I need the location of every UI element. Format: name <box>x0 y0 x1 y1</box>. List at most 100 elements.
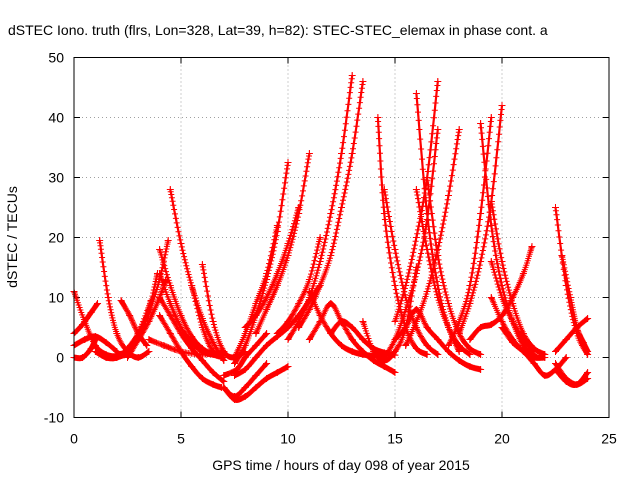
data-point <box>209 381 217 388</box>
data-point <box>295 210 303 217</box>
data-point <box>198 375 206 382</box>
data-point <box>305 336 313 343</box>
data-point <box>252 372 260 379</box>
data-point <box>552 366 559 373</box>
data-point <box>391 282 399 289</box>
data-point <box>348 150 356 157</box>
data-point <box>412 186 420 193</box>
data-point <box>252 342 260 349</box>
y-tick-label: 20 <box>48 230 64 246</box>
data-point <box>584 348 592 355</box>
data-point <box>166 300 174 307</box>
data-point <box>177 240 185 247</box>
data-point <box>81 336 89 343</box>
data-point <box>87 345 95 352</box>
data-point <box>156 270 164 277</box>
data-point <box>273 330 281 337</box>
data-point <box>273 282 281 289</box>
data-point <box>156 246 164 253</box>
data-point <box>566 294 574 301</box>
data-point <box>477 258 485 265</box>
data-point <box>445 324 452 331</box>
data-point <box>263 360 271 367</box>
data-point <box>445 300 452 307</box>
data-point <box>316 258 324 265</box>
data-point <box>252 312 260 319</box>
data-point <box>466 282 474 289</box>
data-point <box>402 282 410 289</box>
series-43 <box>455 102 506 337</box>
data-point <box>220 384 228 391</box>
data-point <box>477 210 485 217</box>
data-point <box>198 351 206 358</box>
data-point <box>359 318 367 325</box>
series-48 <box>466 243 536 343</box>
series-22 <box>231 159 292 367</box>
data-point <box>445 342 452 349</box>
data-point <box>579 339 587 346</box>
data-point <box>466 336 474 343</box>
data-point <box>87 309 95 316</box>
data-point <box>380 363 388 370</box>
data-point <box>198 357 206 364</box>
data-point <box>113 351 121 358</box>
data-point <box>519 270 527 277</box>
y-tick-label: -10 <box>44 410 64 426</box>
data-point <box>562 336 570 343</box>
data-point <box>263 270 271 277</box>
data-point <box>241 393 249 400</box>
data-point <box>126 312 134 319</box>
data-point <box>188 333 196 340</box>
data-point <box>327 210 335 217</box>
data-point <box>94 300 102 307</box>
data-point <box>509 339 517 346</box>
data-point <box>434 294 442 301</box>
data-point <box>145 336 153 343</box>
data-point <box>145 348 153 355</box>
data-point <box>412 270 420 277</box>
data-point <box>487 258 495 265</box>
data-point <box>284 336 292 343</box>
data-point <box>391 348 399 355</box>
data-point <box>391 369 399 376</box>
data-point <box>263 375 271 382</box>
data-point <box>241 366 249 373</box>
series-54 <box>552 366 592 388</box>
x-tick-label: 15 <box>387 431 403 447</box>
data-point <box>455 342 463 349</box>
series-24 <box>241 204 303 331</box>
data-point <box>455 357 463 364</box>
series-13 <box>156 312 226 391</box>
data-point <box>477 120 485 127</box>
data-point <box>177 348 185 355</box>
data-point <box>498 294 506 301</box>
chart-title: dSTEC Iono. truth (flrs, Lon=328, Lat=39… <box>8 22 548 38</box>
data-point <box>305 150 313 157</box>
x-tick-label: 20 <box>494 431 510 447</box>
data-point <box>487 321 495 328</box>
data-point <box>391 336 399 343</box>
data-point <box>434 252 442 259</box>
data-point <box>104 294 112 301</box>
data-point <box>113 330 121 337</box>
data-point <box>466 351 474 358</box>
data-point <box>359 78 367 85</box>
series-25 <box>252 150 313 337</box>
data-point <box>445 348 452 355</box>
data-point <box>284 252 292 259</box>
data-point <box>209 318 217 325</box>
data-point <box>498 312 506 319</box>
y-tick-label: 40 <box>48 110 64 126</box>
data-point <box>316 318 324 325</box>
data-point <box>338 342 345 349</box>
data-point <box>370 357 378 364</box>
series-41 <box>391 306 485 373</box>
data-point <box>552 360 559 367</box>
data-point <box>423 324 431 331</box>
x-tick-label: 25 <box>601 431 617 447</box>
data-point <box>477 351 485 358</box>
data-point <box>134 354 142 361</box>
series-12 <box>156 294 228 385</box>
data-point <box>423 246 431 253</box>
data-point <box>252 384 260 391</box>
